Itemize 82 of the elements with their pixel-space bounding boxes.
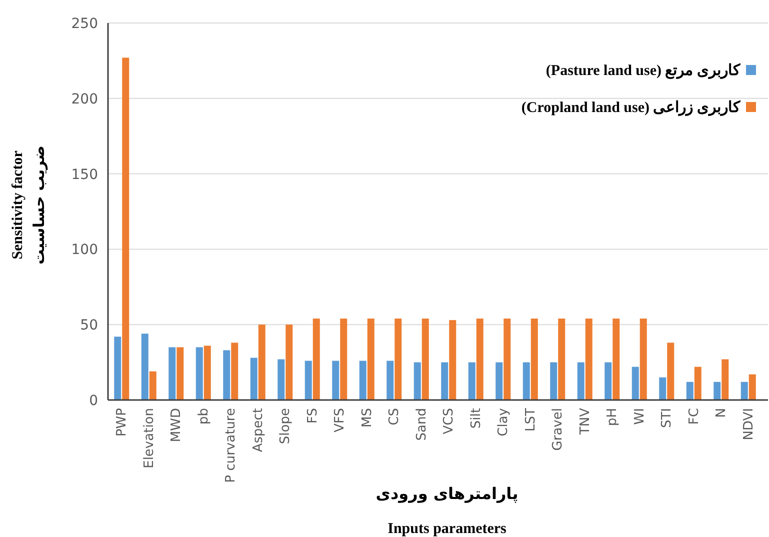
bar [176, 347, 184, 400]
x-tick-label: pb [196, 408, 212, 425]
x-tick-label: FS [305, 408, 320, 424]
bar [441, 362, 448, 400]
x-tick-label: Silt [468, 408, 484, 429]
x-tick-label: FC [686, 408, 702, 425]
bar [149, 371, 156, 400]
x-tick-label: WI [632, 408, 648, 425]
bar [196, 347, 203, 400]
bar [585, 318, 592, 400]
bar [558, 318, 566, 400]
text: Inputs parameters [388, 521, 507, 537]
bar [278, 359, 285, 400]
bar [577, 362, 584, 400]
y-tick-label: 0 [89, 393, 98, 409]
bar [286, 324, 293, 400]
bar [632, 366, 639, 400]
x-tick-label: Aspect [250, 408, 266, 452]
bar [604, 362, 612, 400]
x-tick-label: PWP [114, 408, 130, 437]
y-tick-label: 150 [71, 166, 98, 183]
y-tick-label: 250 [71, 16, 98, 32]
x-tick-label: STI [660, 408, 675, 428]
y-tick-label: 200 [71, 91, 98, 108]
x-tick-label: MWD [169, 408, 184, 442]
bar [359, 360, 366, 400]
bar [496, 362, 503, 400]
bar [550, 362, 558, 400]
text: ضریب حساسیت [30, 145, 48, 265]
bar [231, 342, 238, 400]
bar [304, 360, 312, 400]
bar [612, 318, 620, 400]
bar [476, 318, 484, 400]
x-tick-label: VFS [332, 408, 348, 432]
bar [659, 377, 666, 400]
bar [394, 318, 402, 400]
bar [522, 362, 530, 400]
bar [667, 342, 674, 400]
bar [694, 366, 702, 400]
bar [468, 362, 476, 400]
bar [422, 318, 429, 400]
y-axis-title: Sensitivity factor [10, 150, 26, 260]
bar [223, 350, 230, 400]
x-tick-label: Clay [496, 408, 512, 436]
x-tick-label: NDVI [741, 408, 756, 440]
y-tick-label: 50 [80, 318, 98, 334]
bar [449, 320, 456, 400]
bar [332, 360, 340, 400]
bar [250, 358, 258, 400]
x-tick-label: MS [360, 408, 375, 428]
bar [204, 346, 211, 400]
x-tick-label: TNV [578, 408, 593, 436]
bar [114, 336, 122, 400]
x-tick-label: LST [523, 408, 538, 432]
bar [122, 58, 130, 400]
bar [530, 318, 538, 400]
bar [640, 318, 647, 400]
x-tick-label: P curvature [224, 408, 239, 483]
x-tick-label: VCS [442, 408, 457, 434]
bar [748, 374, 756, 400]
x-tick-label: Sand [414, 408, 430, 441]
bar [722, 359, 729, 400]
x-tick-label: CS [387, 408, 402, 426]
x-tick-label: N [714, 408, 730, 418]
x-tick-label: Slope [278, 408, 294, 444]
bar [386, 360, 394, 400]
bar [504, 318, 511, 400]
bar [714, 382, 721, 400]
x-tick-label: Gravel [550, 408, 566, 451]
x-axis-title: پارامترهای ورودی [376, 484, 518, 503]
bar [312, 318, 320, 400]
bar [258, 324, 266, 400]
bar [367, 318, 374, 400]
bar [686, 382, 694, 400]
bar [414, 362, 421, 400]
bar [141, 334, 148, 400]
x-tick-label: pH [605, 408, 620, 426]
y-tick-label: 100 [71, 242, 98, 258]
bar [740, 382, 748, 400]
bar [340, 318, 348, 400]
bar [168, 347, 176, 400]
x-tick-label: Elevation [142, 408, 157, 468]
